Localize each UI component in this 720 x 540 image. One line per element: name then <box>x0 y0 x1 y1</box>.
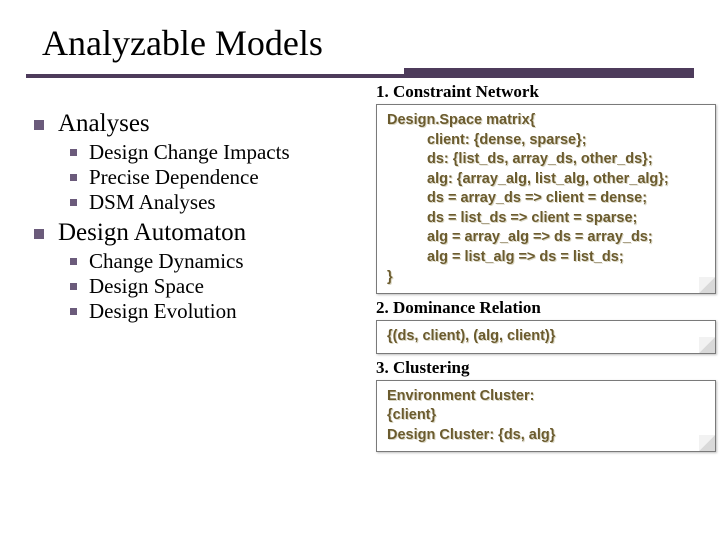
code-line: alg: {array_alg, list_alg, other_alg}; <box>387 170 707 190</box>
left-column: Analyses Design Change Impacts Precise D… <box>34 110 364 324</box>
square-bullet-icon <box>70 258 77 265</box>
list-label: DSM Analyses <box>89 190 216 215</box>
list-label: Design Change Impacts <box>89 140 290 165</box>
list-label: Design Evolution <box>89 299 237 324</box>
note-box-constraint: Design.Space matrix{ client: {dense, spa… <box>376 104 716 294</box>
square-bullet-icon <box>70 283 77 290</box>
code-line: ds = list_ds => client = sparse; <box>387 209 707 229</box>
code-line: client: {dense, sparse}; <box>387 131 707 151</box>
list-label: Precise Dependence <box>89 165 259 190</box>
list-label: Design Space <box>89 274 204 299</box>
code-line: Design.Space matrix{ <box>387 111 707 131</box>
list-label: Change Dynamics <box>89 249 244 274</box>
page-fold-icon <box>699 277 715 293</box>
square-bullet-icon <box>70 149 77 156</box>
code-line: ds = array_ds => client = dense; <box>387 189 707 209</box>
section-heading: 3. Clustering <box>376 358 716 378</box>
code-line: } <box>387 268 707 288</box>
list-item: DSM Analyses <box>70 190 364 215</box>
section-heading: 2. Dominance Relation <box>376 298 716 318</box>
list-item: Design Automaton <box>34 219 364 247</box>
code-line: {client} <box>387 406 707 426</box>
square-bullet-icon <box>70 199 77 206</box>
code-line: Environment Cluster: <box>387 387 707 407</box>
list-item: Design Evolution <box>70 299 364 324</box>
square-bullet-icon <box>70 174 77 181</box>
square-bullet-icon <box>34 120 44 130</box>
code-line: ds: {list_ds, array_ds, other_ds}; <box>387 150 707 170</box>
list-item: Design Space <box>70 274 364 299</box>
page-fold-icon <box>699 435 715 451</box>
title-underline <box>26 74 694 78</box>
list-item: Analyses <box>34 110 364 138</box>
right-column: 1. Constraint Network Design.Space matri… <box>376 82 716 456</box>
code-line: {(ds, client), (alg, client)} <box>387 327 707 347</box>
slide-title: Analyzable Models <box>42 22 323 64</box>
code-line: alg = array_alg => ds = array_ds; <box>387 228 707 248</box>
square-bullet-icon <box>34 229 44 239</box>
note-box-clustering: Environment Cluster: {client} Design Clu… <box>376 380 716 453</box>
list-item: Change Dynamics <box>70 249 364 274</box>
list-item: Design Change Impacts <box>70 140 364 165</box>
section-heading: 1. Constraint Network <box>376 82 716 102</box>
list-label: Analyses <box>58 110 150 138</box>
list-label: Design Automaton <box>58 219 246 247</box>
square-bullet-icon <box>70 308 77 315</box>
list-item: Precise Dependence <box>70 165 364 190</box>
code-line: alg = list_alg => ds = list_ds; <box>387 248 707 268</box>
code-line: Design Cluster: {ds, alg} <box>387 426 707 446</box>
page-fold-icon <box>699 337 715 353</box>
note-box-dominance: {(ds, client), (alg, client)} <box>376 320 716 354</box>
